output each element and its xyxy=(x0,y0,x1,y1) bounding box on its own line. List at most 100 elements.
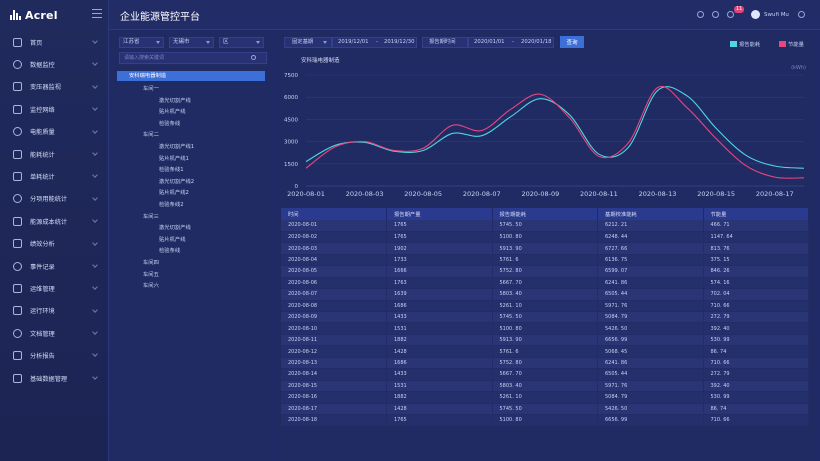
table-row[interactable]: 2020-08-13 1686 5752. 80 6241. 86 710. 66 xyxy=(281,357,809,370)
search-icon[interactable] xyxy=(251,55,256,60)
legend-series1[interactable]: 报告能耗 xyxy=(730,40,760,48)
x-tick-label: 2020-08-01 xyxy=(287,190,325,198)
globe-icon[interactable] xyxy=(798,11,805,18)
tree-leaf[interactable]: 激光切割产线2 xyxy=(159,178,195,185)
table-header-row: 时间 报告期产量 报告期能耗 基期校准能耗 节能量 xyxy=(281,208,809,220)
y-axis: 0 1500 3000 4500 6000 7500 xyxy=(284,73,299,190)
bell-icon[interactable] xyxy=(727,11,734,18)
sidebar-item-8[interactable]: 能源成本统计 xyxy=(0,210,109,232)
baseline-date-range[interactable]: 2019/12/01 - 2019/12/30 xyxy=(332,37,417,48)
table-row[interactable]: 2020-08-01 1765 5745. 50 6212. 21 466. 71 xyxy=(281,220,809,232)
table-cell: 1147. 64 xyxy=(703,231,809,244)
table-row[interactable]: 2020-08-15 1531 5803. 40 5971. 76 392. 40 xyxy=(281,380,809,393)
table-row[interactable]: 2020-08-04 1733 5761. 6 6136. 75 375. 15 xyxy=(281,254,809,267)
table-cell: 6212. 21 xyxy=(597,220,704,232)
legend-series2[interactable]: 节能量 xyxy=(779,40,804,48)
column-header[interactable]: 基期校准能耗 xyxy=(597,208,704,220)
sidebar-item-12[interactable]: 运行环境 xyxy=(0,300,109,322)
baseline-mode-select[interactable]: 固定基期 xyxy=(284,37,332,48)
city-select[interactable]: 无锡市 xyxy=(169,37,214,48)
table-cell: 2020-08-17 xyxy=(281,403,387,415)
tree-group[interactable]: 车间五 xyxy=(143,271,159,278)
column-header[interactable]: 报告期能耗 xyxy=(492,208,598,220)
series-line-2 xyxy=(305,85,805,179)
report-date-range[interactable]: 2020/01/01 - 2020/01/18 xyxy=(468,37,554,48)
table-row[interactable]: 2020-08-17 1428 5745. 50 5426. 50 86. 74 xyxy=(281,403,809,415)
database-icon xyxy=(13,373,22,383)
sidebar-item-6[interactable]: 单耗统计 xyxy=(0,165,109,187)
table-row[interactable]: 2020-08-05 1666 5752. 80 6599. 07 846. 26 xyxy=(281,265,809,278)
menu-toggle-icon[interactable] xyxy=(92,9,102,18)
search-icon[interactable] xyxy=(697,11,704,18)
table-row[interactable]: 2020-08-18 1765 5100. 80 6656. 99 710. 66 xyxy=(281,414,809,427)
table-cell: 5971. 76 xyxy=(597,300,704,313)
sidebar-item-2[interactable]: 变压器监视 xyxy=(0,76,109,98)
table-row[interactable]: 2020-08-10 1531 5100. 80 5426. 50 392. 40 xyxy=(281,322,809,335)
sidebar-item-9[interactable]: 绩效分析 xyxy=(0,233,109,255)
column-header[interactable]: 报告期产量 xyxy=(386,208,493,220)
tree-leaf[interactable]: 激光切割产线 xyxy=(159,97,191,104)
tree-leaf[interactable]: 贴片机产线2 xyxy=(159,190,189,197)
column-header[interactable]: 节能量 xyxy=(703,208,809,220)
tree-leaf[interactable]: 激光切割产线1 xyxy=(159,144,195,150)
tree-leaf[interactable]: 检验条线 xyxy=(159,248,181,255)
tree-group[interactable]: 车间四 xyxy=(143,260,159,266)
sidebar-item-10[interactable]: 事件记录 xyxy=(0,255,109,277)
table-row[interactable]: 2020-08-02 1765 5100. 80 6248. 44 1147. 64 xyxy=(281,231,809,244)
tree-search-input[interactable] xyxy=(119,52,267,64)
sidebar-item-14[interactable]: 分析报告 xyxy=(0,344,109,366)
tree-leaf[interactable]: 检验条线 xyxy=(159,120,181,127)
table-row[interactable]: 2020-08-07 1639 5803. 40 6505. 44 702. 04 xyxy=(281,288,809,301)
table-cell: 2020-08-01 xyxy=(281,220,387,232)
table-cell: 272. 79 xyxy=(703,368,809,381)
table-row[interactable]: 2020-08-16 1882 5261. 10 5084. 79 530. 99 xyxy=(281,391,809,404)
username[interactable]: Swufi Mu xyxy=(764,12,789,18)
tree-leaf[interactable]: 检验条线2 xyxy=(159,202,184,208)
table-cell: 272. 79 xyxy=(703,311,809,324)
tree-group[interactable]: 车间三 xyxy=(143,213,159,220)
sidebar-item-0[interactable]: 首页 xyxy=(0,31,109,53)
chevron-down-icon xyxy=(92,127,98,134)
tree-leaf[interactable]: 贴片机产线 xyxy=(159,109,186,116)
tree-group[interactable]: 车间二 xyxy=(143,132,159,139)
table-cell: 392. 40 xyxy=(703,322,809,335)
table-row[interactable]: 2020-08-03 1902 5913. 90 6727. 66 813. 76 xyxy=(281,242,809,255)
avatar[interactable] xyxy=(751,10,760,19)
sidebar-item-4[interactable]: 电能质量 xyxy=(0,121,109,143)
sidebar-item-13[interactable]: 文档管理 xyxy=(0,322,109,344)
legend-label-2: 节能量 xyxy=(788,42,804,48)
chevron-down-icon xyxy=(206,41,210,44)
table-row[interactable]: 2020-08-11 1882 5913. 90 6656. 99 530. 99 xyxy=(281,334,809,347)
tree-group[interactable]: 车间六 xyxy=(143,283,159,290)
province-select[interactable]: 江苏省 xyxy=(119,37,164,48)
tree-root[interactable]: 安科瑞电器制造 xyxy=(117,71,265,81)
sidebar-item-15[interactable]: 基础数据管理 xyxy=(0,367,109,389)
table-row[interactable]: 2020-08-12 1428 5761. 6 5068. 45 86. 74 xyxy=(281,345,809,358)
table-cell: 2020-08-16 xyxy=(281,391,387,404)
table-cell: 846. 26 xyxy=(703,265,809,278)
logo-mark-icon xyxy=(10,10,22,20)
table-row[interactable]: 2020-08-06 1763 5667. 70 6241. 86 574. 16 xyxy=(281,277,809,290)
sidebar-item-11[interactable]: 运维管理 xyxy=(0,277,109,299)
table-cell: 375. 15 xyxy=(703,254,809,267)
table-row[interactable]: 2020-08-08 1686 5261. 10 5971. 76 710. 66 xyxy=(281,300,809,313)
table-cell: 710. 66 xyxy=(703,300,809,313)
sidebar-item-3[interactable]: 监控网络 xyxy=(0,98,109,120)
tree-group[interactable]: 车间一 xyxy=(143,86,159,92)
tree-leaf[interactable]: 激光切割产线 xyxy=(159,225,191,232)
column-header[interactable]: 时间 xyxy=(281,208,387,220)
sidebar-item-5[interactable]: 能耗统计 xyxy=(0,143,109,165)
tree-leaf[interactable]: 贴片机产线 xyxy=(159,236,186,243)
x-tick-label: 2020-08-13 xyxy=(639,190,677,198)
tree-leaf[interactable]: 检验条线1 xyxy=(159,167,184,174)
query-button[interactable]: 查询 xyxy=(560,36,584,48)
table-row[interactable]: 2020-08-09 1433 5745. 50 5084. 79 272. 79 xyxy=(281,311,809,324)
sidebar-item-7[interactable]: 分项用能统计 xyxy=(0,188,109,210)
table-row[interactable]: 2020-08-14 1433 5667. 70 6505. 44 272. 79 xyxy=(281,368,809,381)
tree-leaf[interactable]: 贴片机产线1 xyxy=(159,155,189,162)
help-icon[interactable] xyxy=(712,11,719,18)
sidebar-item-1[interactable]: 数据监控 xyxy=(0,53,109,75)
table-cell: 1666 xyxy=(386,265,493,278)
table-cell: 710. 66 xyxy=(703,414,809,427)
district-select[interactable]: 区 xyxy=(219,37,264,48)
